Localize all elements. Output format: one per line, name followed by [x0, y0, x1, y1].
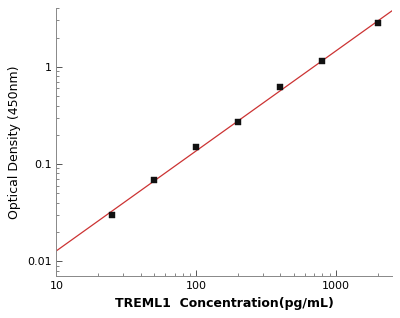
Y-axis label: Optical Density (450nm): Optical Density (450nm): [8, 66, 21, 219]
X-axis label: TREML1  Concentration(pg/mL): TREML1 Concentration(pg/mL): [114, 297, 334, 310]
